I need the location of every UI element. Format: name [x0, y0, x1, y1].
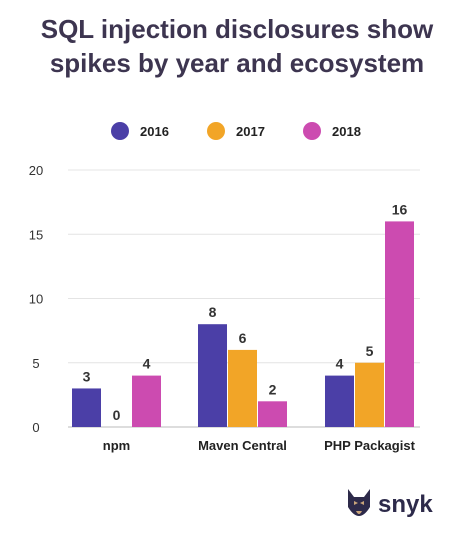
bar-maven-central-2016	[198, 324, 227, 427]
legend-swatch-2016	[111, 122, 129, 140]
bar-npm-2016	[72, 388, 101, 427]
data-label: 0	[113, 407, 121, 423]
legend: 2016 2017 2018	[111, 122, 361, 140]
bar-npm-2018	[132, 375, 161, 427]
y-tick-label: 5	[32, 356, 39, 371]
y-tick-label: 20	[29, 163, 43, 178]
data-label: 6	[239, 330, 247, 346]
x-category-label: PHP Packagist	[324, 438, 415, 453]
bar-php-packagist-2018	[385, 221, 414, 427]
data-label: 4	[143, 356, 151, 372]
legend-label-2016: 2016	[140, 124, 169, 139]
legend-label-2018: 2018	[332, 124, 361, 139]
chart-title-line-2: spikes by year and ecosystem	[49, 48, 425, 78]
chart-title-line-1: SQL injection disclosures show	[40, 14, 434, 44]
bar-php-packagist-2017	[355, 362, 384, 427]
x-category-label: Maven Central	[198, 438, 287, 453]
x-axis: npm Maven Central PHP Packagist	[103, 438, 416, 453]
legend-swatch-2018	[303, 122, 321, 140]
data-label: 3	[83, 368, 91, 384]
chart-title: SQL injection disclosures show spikes by…	[0, 12, 474, 80]
data-labels: 3 0 4 8 6 2 4 5 16	[83, 201, 408, 423]
bar-maven-central-2017	[228, 349, 257, 427]
y-tick-label: 10	[29, 292, 43, 307]
legend-label-2017: 2017	[236, 124, 265, 139]
doberman-icon	[348, 489, 370, 516]
data-label: 2	[269, 381, 277, 397]
bar-php-packagist-2016	[325, 375, 354, 427]
logo-wordmark: snyk	[378, 491, 433, 518]
data-label: 16	[392, 201, 408, 217]
x-category-label: npm	[103, 438, 130, 453]
bar-maven-central-2018	[258, 401, 287, 427]
bars	[72, 221, 414, 427]
data-label: 8	[209, 304, 217, 320]
data-label: 4	[336, 356, 344, 372]
data-label: 5	[366, 343, 374, 359]
y-tick-label: 15	[29, 227, 43, 242]
legend-swatch-2017	[207, 122, 225, 140]
y-tick-label: 0	[32, 420, 39, 435]
snyk-logo: snyk	[344, 485, 454, 529]
y-axis: 0 5 10 15 20	[29, 163, 43, 435]
